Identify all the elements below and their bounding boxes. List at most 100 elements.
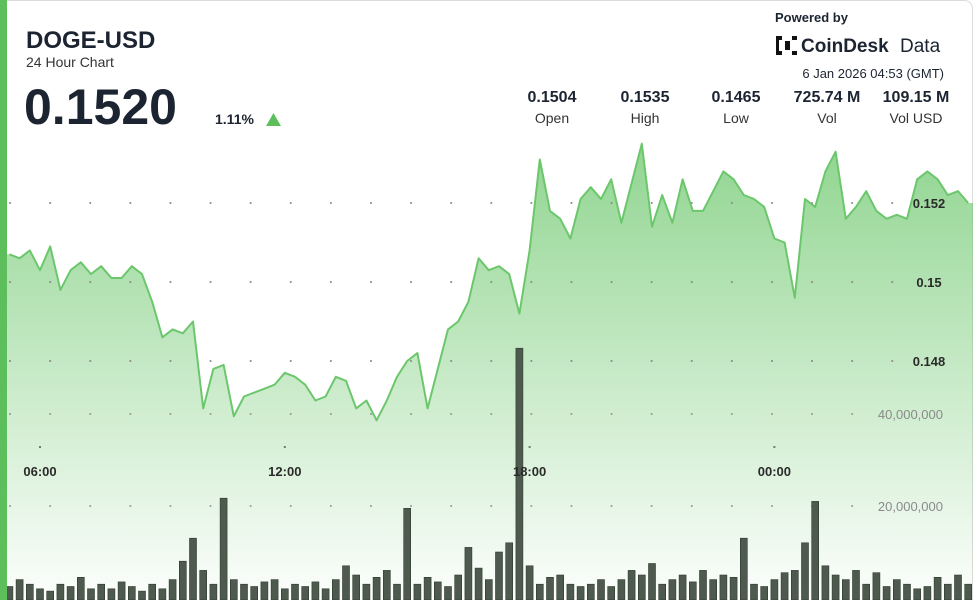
volume-bar	[862, 583, 871, 600]
volume-bar	[199, 570, 207, 600]
volume-bar	[301, 586, 310, 600]
stat-value: 0.1504	[528, 89, 577, 106]
y2-tick-label: 40,000,000	[878, 407, 943, 422]
volume-bar	[240, 583, 248, 600]
volume-bar	[556, 574, 565, 600]
price: 0.1520	[24, 79, 177, 135]
volume-bar	[586, 583, 595, 600]
up-arrow	[266, 113, 281, 126]
volume-bar	[372, 576, 381, 600]
volume-bar	[138, 590, 146, 600]
volume-bar	[882, 586, 891, 600]
volume-bar	[923, 586, 932, 600]
volume-bar	[821, 565, 830, 600]
volume-bar	[607, 586, 616, 600]
volume-bar	[423, 576, 432, 600]
volume-bar	[87, 588, 95, 600]
logo-icon	[776, 36, 797, 55]
stat-value: 109.15 M	[883, 89, 950, 106]
volume-bar	[168, 579, 177, 600]
volume-bar	[525, 565, 534, 600]
volume-bar	[331, 579, 340, 600]
volume-bar	[56, 583, 65, 600]
y-tick-label: 0.152	[913, 196, 946, 211]
volume-bar	[495, 551, 503, 600]
volume-bar	[280, 588, 289, 600]
volume-bar	[179, 560, 187, 600]
timestamp: 6 Jan 2026 04:53 (GMT)	[802, 66, 944, 81]
volume-bar	[719, 574, 728, 600]
stat-label: High	[631, 110, 660, 126]
volume-bar	[729, 576, 738, 600]
volume-bar	[617, 579, 626, 600]
volume-bar	[270, 579, 279, 600]
volume-bar	[484, 579, 493, 600]
volume-bar	[515, 347, 524, 600]
stat-value: 0.1465	[712, 89, 761, 106]
volume-bar	[46, 590, 55, 600]
volume-bar	[219, 497, 228, 600]
volume-bar	[811, 501, 820, 600]
volume-bar	[535, 583, 544, 600]
volume-bar	[770, 579, 779, 600]
volume-bar	[15, 579, 24, 600]
volume-bar	[403, 507, 412, 600]
volume-bar	[750, 583, 758, 600]
volume-bar	[77, 576, 85, 600]
volume-bar	[505, 542, 514, 600]
volume-bar	[474, 567, 483, 600]
volume-bar	[66, 586, 75, 600]
volume-bar	[158, 588, 167, 600]
powered-by: Powered by	[775, 10, 849, 25]
accent-bar	[0, 0, 7, 600]
stat-label: Vol USD	[890, 110, 943, 126]
volume-bar	[841, 579, 850, 600]
volume-bar	[36, 588, 44, 600]
stat-label: Vol	[817, 110, 836, 126]
volume-bar	[597, 579, 605, 600]
volume-bar	[801, 542, 809, 600]
price-line	[9, 142, 969, 422]
x-tick-label: 00:00	[758, 464, 791, 479]
volume-bar	[627, 570, 636, 600]
volume-bar	[872, 572, 881, 600]
x-tick-label: 06:00	[23, 464, 56, 479]
y-tick-label: 0.148	[913, 354, 946, 369]
volume-bar	[943, 583, 952, 600]
volume-bar	[413, 583, 422, 600]
volume-bar	[831, 574, 840, 600]
x-tick-label: 12:00	[268, 464, 301, 479]
volume-bar	[291, 583, 299, 600]
volume-bar	[576, 586, 585, 600]
y2-tick-label: 20,000,000	[878, 499, 943, 514]
stats: 0.1504 Open 0.1535 High 0.1465 Low 725.74 M Vol…	[528, 89, 950, 126]
volume-bar	[903, 583, 911, 600]
volume-bar	[209, 583, 218, 600]
price-area	[0, 143, 973, 598]
volume-bar	[433, 581, 442, 600]
volume-bar	[148, 583, 156, 600]
stat-value: 725.74 M	[794, 89, 861, 106]
volume-bar	[954, 574, 962, 600]
volume-bar	[444, 586, 452, 600]
volume-bar	[688, 581, 697, 600]
subtitle: 24 Hour Chart	[26, 54, 114, 70]
volume-bar	[760, 586, 769, 600]
change: 1.11%	[215, 111, 254, 127]
volume-bar	[678, 574, 687, 600]
volume-bar	[658, 583, 667, 600]
volume-bar	[668, 579, 677, 600]
logo-bold: CoinDesk	[801, 36, 889, 57]
volume-bar	[25, 583, 34, 600]
stat-label: Open	[535, 110, 569, 126]
volume-bar	[117, 581, 126, 600]
volume-bar	[189, 537, 197, 600]
volume-bar	[546, 576, 554, 600]
volume-bar	[964, 583, 973, 600]
ticker: DOGE-USD	[26, 27, 155, 54]
volume-bar	[790, 570, 799, 600]
volume-bar	[454, 574, 463, 600]
volume-bar	[311, 581, 320, 600]
volume-bar	[852, 570, 860, 600]
